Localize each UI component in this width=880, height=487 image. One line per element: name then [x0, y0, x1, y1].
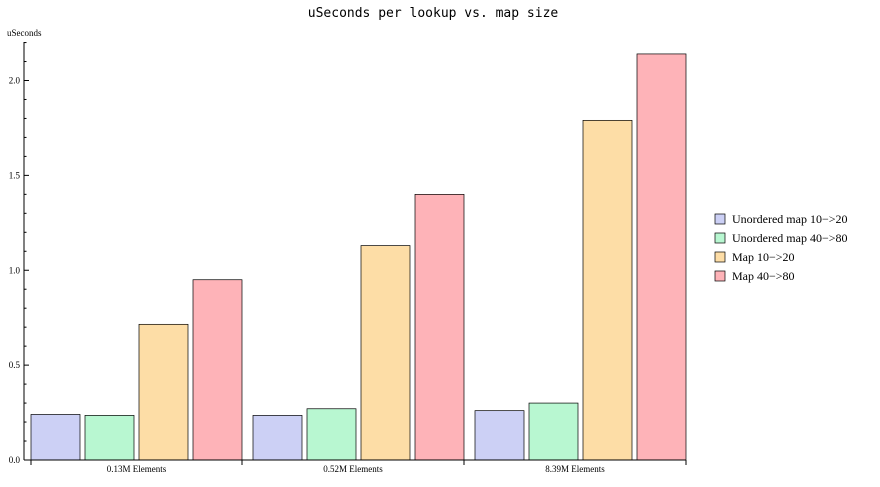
- bar-2-1: [84, 415, 135, 461]
- bar-2-2: [306, 408, 357, 461]
- legend-swatch: [714, 251, 726, 263]
- bar-4-2: [414, 194, 465, 461]
- bar-1-3: [474, 410, 525, 461]
- x-tick-label: 8.39M Elements: [545, 464, 605, 474]
- legend-label: Unordered map 10−>20: [732, 212, 848, 226]
- y-tick-label: 0.5: [9, 360, 21, 370]
- bar-2-3: [528, 402, 579, 461]
- legend-swatch: [714, 270, 726, 282]
- bar-3-2: [360, 245, 411, 461]
- y-axis-label: uSeconds: [7, 28, 42, 38]
- legend-label: Map 10−>20: [732, 250, 795, 264]
- legend: Unordered map 10−>20 Unordered map 40−>80…: [714, 212, 848, 283]
- y-tick-label: 0.0: [9, 455, 21, 465]
- y-tick-label: 1.5: [9, 170, 21, 180]
- y-tick-label: 1.0: [9, 265, 21, 275]
- bar-4-1: [192, 279, 243, 461]
- chart-title: uSeconds per lookup vs. map size: [308, 6, 559, 21]
- bar-4-3: [636, 53, 687, 461]
- plot-area: 0.0 0.5 1.0 1.5 2.0 0.13M Elements 0.52M Eleme…: [9, 42, 687, 474]
- x-tick-label: 0.13M Elements: [107, 464, 167, 474]
- bar-3-3: [582, 119, 633, 461]
- legend-swatch: [714, 213, 726, 225]
- legend-label: Map 40−>80: [732, 269, 795, 283]
- bar-1-2: [252, 415, 303, 461]
- legend-swatch: [714, 232, 726, 244]
- legend-label: Unordered map 40−>80: [732, 231, 848, 245]
- bar-1-1: [30, 414, 81, 461]
- bar-3-1: [138, 323, 189, 461]
- y-tick-label: 2.0: [9, 76, 21, 86]
- x-tick-label: 0.52M Elements: [323, 464, 383, 474]
